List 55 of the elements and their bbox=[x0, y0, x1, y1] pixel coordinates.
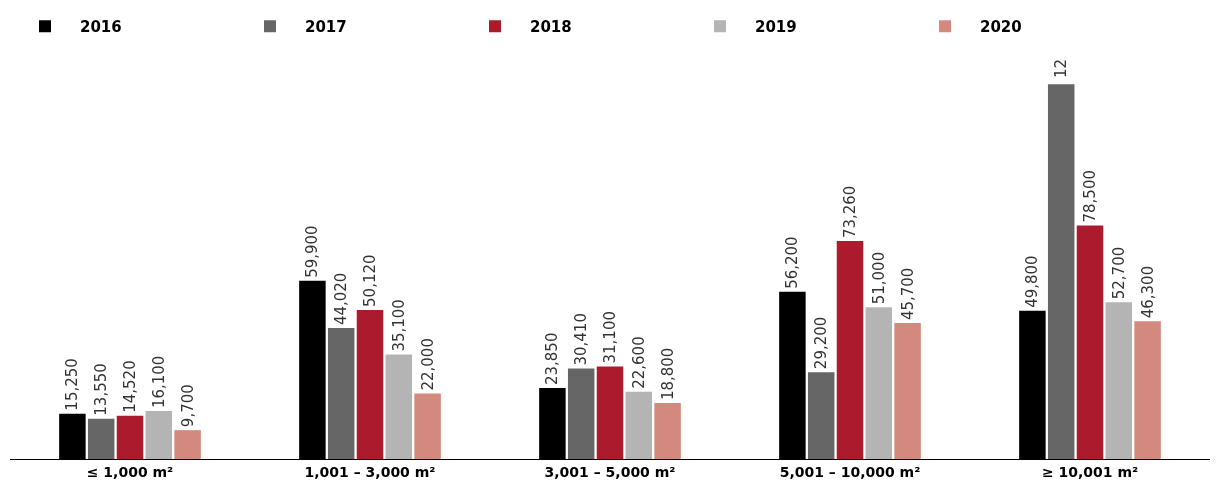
data-label: 59,900 bbox=[303, 225, 322, 278]
x-tick-label: 3,001 – 5,000 m² bbox=[544, 463, 676, 480]
data-label: 23,850 bbox=[543, 332, 562, 386]
bar bbox=[145, 411, 173, 459]
bar bbox=[414, 393, 441, 459]
data-label: 15,250 bbox=[63, 358, 82, 411]
bar bbox=[327, 328, 355, 459]
x-tick-label: 5,001 – 10,000 m² bbox=[779, 463, 921, 480]
data-label: 51,000 bbox=[869, 251, 888, 305]
legend-label: 2019 bbox=[755, 18, 797, 37]
bar bbox=[865, 307, 893, 459]
bar bbox=[1105, 302, 1133, 459]
bar bbox=[807, 372, 835, 459]
bar bbox=[836, 241, 864, 459]
legend-label: 2016 bbox=[80, 18, 122, 37]
data-label: 73,260 bbox=[841, 185, 859, 239]
data-label: 44,020 bbox=[332, 272, 351, 326]
legend-label: 2020 bbox=[980, 18, 1022, 37]
data-label: 56,200 bbox=[783, 236, 802, 289]
data-label: 14,520 bbox=[121, 360, 139, 413]
bar bbox=[625, 391, 653, 459]
data-label: 50,120 bbox=[361, 254, 379, 307]
text: 12 bbox=[1052, 58, 1071, 78]
bar bbox=[596, 366, 624, 459]
data-label: 45,700 bbox=[898, 267, 917, 321]
bar bbox=[385, 354, 413, 459]
bar bbox=[1047, 84, 1075, 459]
bar bbox=[567, 368, 595, 459]
data-label: 35,100 bbox=[389, 299, 408, 352]
bar bbox=[654, 403, 681, 459]
data-label: 22,000 bbox=[418, 338, 437, 391]
bar bbox=[116, 415, 144, 459]
x-tick-label: 1,001 – 3,000 m² bbox=[304, 463, 436, 480]
bar bbox=[1134, 321, 1161, 459]
legend-label: 2017 bbox=[305, 18, 347, 37]
data-label: 13,550 bbox=[92, 363, 111, 416]
data-label: 18,800 bbox=[658, 347, 677, 401]
data-label: 9,700 bbox=[178, 384, 197, 428]
data-label: 29,200 bbox=[812, 316, 831, 370]
bar bbox=[174, 430, 201, 459]
data-label: 16,100 bbox=[149, 355, 168, 409]
data-label: 46,300 bbox=[1138, 265, 1157, 319]
data-label: 49,800 bbox=[1023, 255, 1042, 308]
data-label: 30,410 bbox=[572, 313, 591, 366]
data-label: 22,600 bbox=[629, 336, 648, 389]
bar bbox=[1076, 225, 1104, 459]
bar bbox=[356, 309, 384, 459]
x-tick-label: ≤ 1,000 m² bbox=[86, 463, 174, 480]
data-label: 78,500 bbox=[1081, 170, 1099, 223]
data-label: 31,100 bbox=[601, 311, 619, 364]
legend-label: 2018 bbox=[530, 18, 572, 37]
data-label: 52,700 bbox=[1109, 246, 1128, 300]
x-tick-label: ≥ 10,001 m² bbox=[1041, 463, 1139, 480]
bar bbox=[894, 323, 921, 459]
bar bbox=[87, 418, 115, 459]
